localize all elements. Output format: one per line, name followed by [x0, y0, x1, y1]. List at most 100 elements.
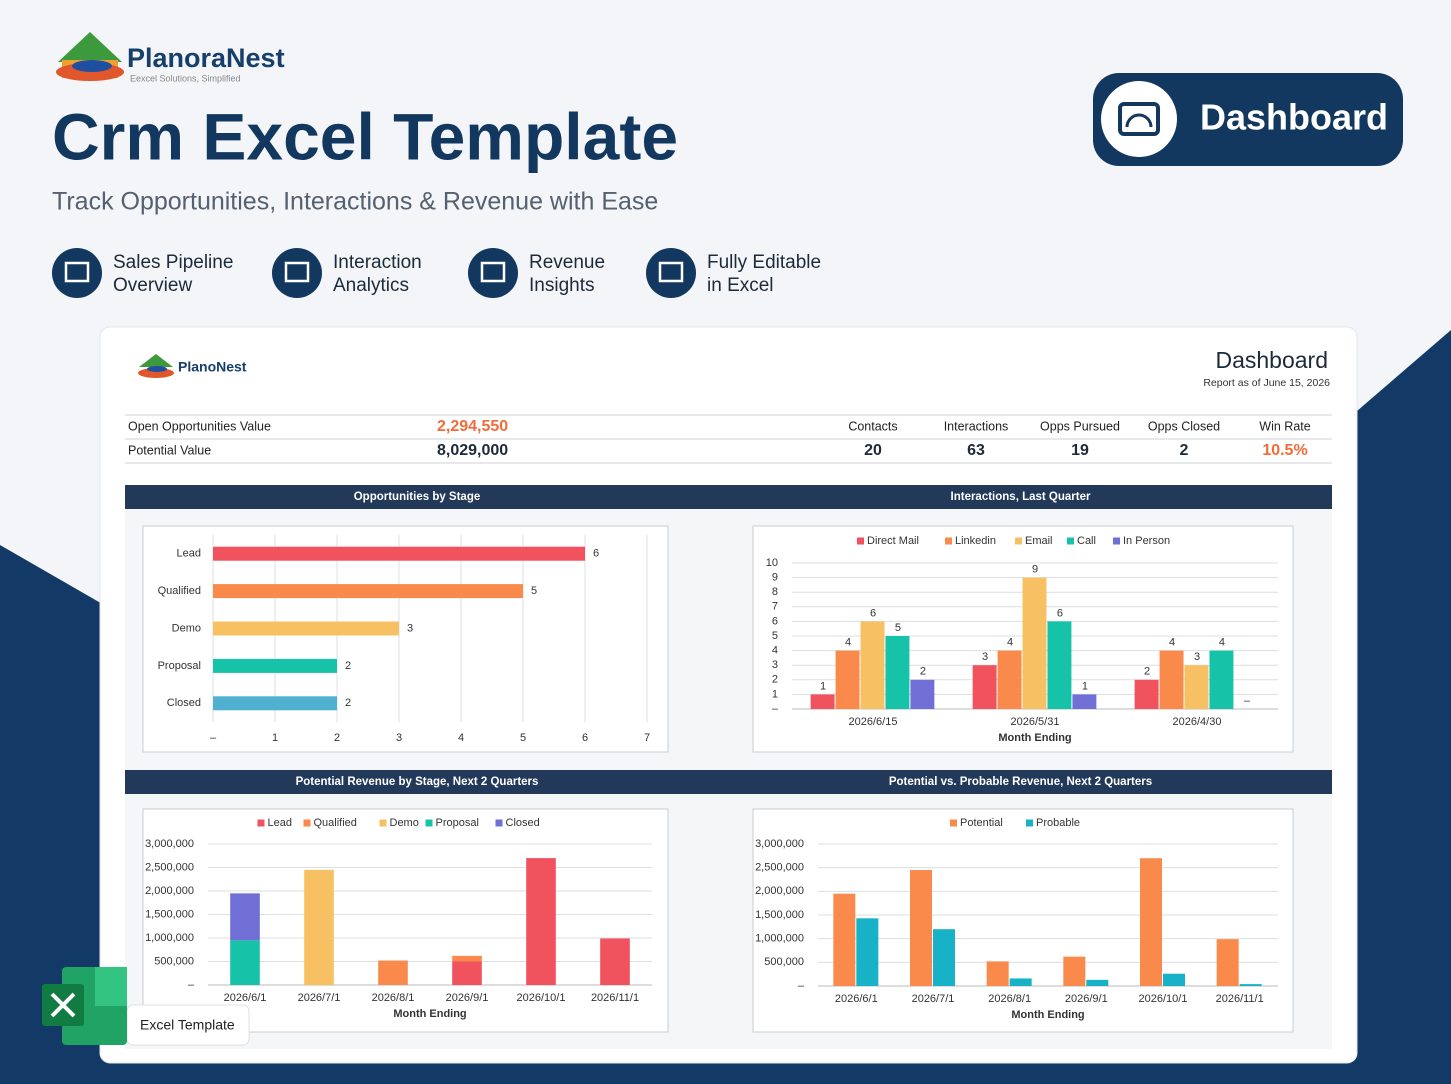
data-label: 3 [407, 622, 413, 634]
section-title: Opportunities by Stage [354, 491, 481, 503]
x-tick-label: 7 [644, 732, 650, 744]
x-tick-label: 2026/8/1 [988, 993, 1031, 1005]
section-title: Interactions, Last Quarter [951, 491, 1091, 503]
bar-segment [230, 940, 260, 985]
y-tick-label: 500,000 [154, 955, 194, 967]
y-tick-label: Proposal [158, 660, 201, 672]
y-tick-label: 3 [772, 659, 778, 671]
bar [910, 679, 935, 709]
badge-label: Dashboard [1200, 97, 1388, 138]
x-tick-label: 2026/6/1 [224, 992, 267, 1004]
x-tick-label: 2 [334, 732, 340, 744]
legend-swatch [495, 819, 503, 827]
y-tick-label: 8 [772, 586, 778, 598]
bar [885, 636, 910, 709]
x-tick-label: 2026/10/1 [1139, 993, 1188, 1005]
kpi-label: Potential Value [128, 443, 211, 457]
feature-icon-glyph [480, 261, 506, 283]
y-tick-label: 4 [772, 645, 778, 657]
feature-label: Analytics [333, 275, 409, 296]
card-logo [138, 354, 174, 378]
feature-icon [468, 248, 518, 298]
excel-icon [95, 967, 127, 1006]
y-tick-label: 6 [772, 615, 778, 627]
bar [1072, 694, 1097, 709]
bar [997, 650, 1022, 709]
bar [1163, 973, 1185, 986]
bar [833, 893, 856, 986]
data-label: 2 [345, 660, 351, 672]
x-axis-title: Month Ending [998, 732, 1071, 744]
y-tick-label: 1,000,000 [755, 933, 804, 945]
y-tick-label: 10 [766, 557, 778, 569]
y-tick-label: 5 [772, 630, 778, 642]
data-label: 3 [1194, 651, 1200, 663]
x-tick-label: 1 [272, 732, 278, 744]
legend-swatch [857, 537, 864, 545]
bar [972, 665, 997, 709]
data-label: 4 [1219, 637, 1225, 649]
bar-segment [600, 938, 630, 985]
y-tick-label: 3,000,000 [755, 838, 804, 850]
bar [1047, 621, 1072, 709]
data-label: 1 [820, 680, 826, 692]
section-header [125, 485, 1332, 509]
badge-icon [1101, 81, 1177, 157]
legend-label: Lead [268, 817, 292, 829]
data-label: 6 [593, 548, 599, 560]
data-label: 2 [1144, 666, 1150, 678]
legend-swatch [303, 819, 311, 827]
bar [856, 918, 879, 986]
metric-label: Interactions [944, 419, 1009, 433]
y-tick-label: – [798, 980, 805, 992]
metric-value: 20 [864, 442, 882, 459]
legend-label: Probable [1036, 817, 1080, 829]
feature-label: Overview [113, 275, 192, 296]
y-tick-label: Qualified [158, 585, 201, 597]
y-tick-label: 9 [772, 572, 778, 584]
feature-label: Insights [529, 275, 594, 296]
page-title: Crm Excel Template [52, 99, 678, 173]
legend-label: Demo [390, 817, 419, 829]
bar [910, 870, 932, 986]
data-label: 1 [1082, 680, 1088, 692]
legend-swatch [945, 537, 952, 545]
x-tick-label: 5 [520, 732, 526, 744]
bar [1216, 939, 1239, 986]
card-title: Dashboard [1215, 347, 1328, 373]
section-header [125, 770, 1332, 794]
bar [1134, 679, 1159, 709]
y-tick-label: – [188, 979, 195, 991]
bar [1022, 577, 1047, 709]
logo-text: PlanoraNest [127, 43, 285, 73]
data-label: 4 [845, 637, 851, 649]
legend-label: Qualified [314, 817, 357, 829]
metric-value: 10.5% [1262, 442, 1307, 459]
report-date: Report as of June 15, 2026 [1203, 377, 1330, 389]
x-tick-label: 4 [458, 732, 464, 744]
y-tick-label: Closed [167, 697, 201, 709]
bar-segment [304, 869, 334, 985]
metric-label: Win Rate [1259, 419, 1310, 433]
data-label: – [1244, 695, 1251, 707]
data-label: 6 [870, 607, 876, 619]
legend-label: Proposal [436, 817, 479, 829]
y-tick-label: Lead [177, 548, 201, 560]
feature-icon-glyph [284, 261, 310, 283]
kpi-value: 8,029,000 [437, 442, 508, 459]
legend-label: Linkedin [955, 535, 996, 547]
y-tick-label: 1,500,000 [145, 908, 194, 920]
legend-swatch [1015, 537, 1022, 545]
bar [213, 696, 337, 711]
y-tick-label: 2,000,000 [755, 885, 804, 897]
bar [835, 650, 860, 709]
y-tick-label: 7 [772, 601, 778, 613]
feature-label: Interaction [333, 252, 422, 273]
feature-icon [646, 248, 696, 298]
metric-label: Contacts [848, 419, 897, 433]
y-tick-label: Demo [172, 622, 201, 634]
metric-label: Opps Closed [1148, 419, 1220, 433]
bar [860, 621, 885, 709]
bar-segment [452, 961, 482, 985]
